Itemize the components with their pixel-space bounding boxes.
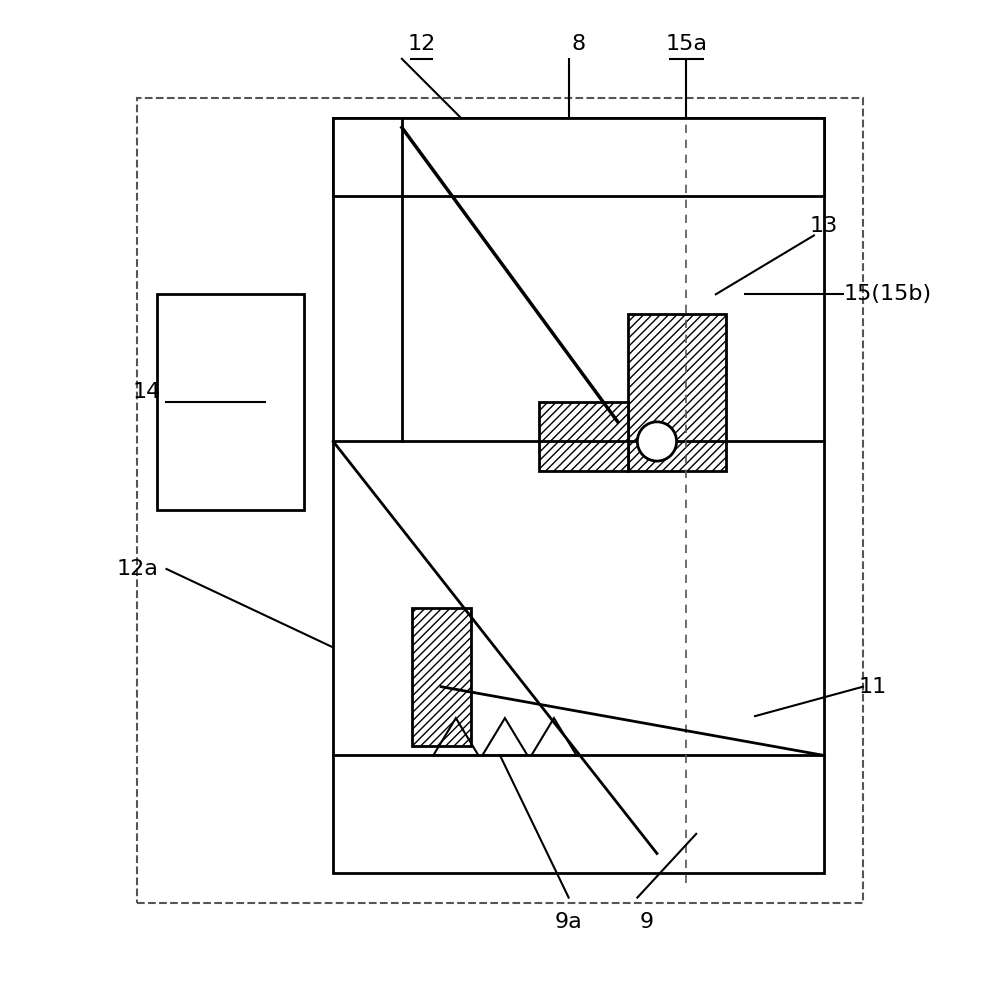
Text: 12: 12	[407, 34, 436, 54]
Text: 13: 13	[810, 216, 838, 235]
Text: 15(15b): 15(15b)	[843, 284, 931, 304]
Circle shape	[637, 422, 677, 461]
Text: 14: 14	[133, 383, 161, 402]
Bar	[559, 422, 628, 461]
Bar	[412, 608, 471, 746]
Text: 11: 11	[859, 677, 887, 697]
Text: 9: 9	[640, 912, 654, 932]
Text: 15a: 15a	[665, 34, 707, 54]
Bar	[333, 118, 824, 196]
Text: 9a: 9a	[555, 912, 583, 932]
Text: 8: 8	[571, 34, 586, 54]
Bar	[137, 98, 863, 903]
Bar	[628, 314, 726, 471]
Bar	[157, 294, 304, 510]
Bar	[333, 118, 824, 873]
Bar	[539, 402, 628, 471]
Text: 12a: 12a	[116, 559, 158, 579]
